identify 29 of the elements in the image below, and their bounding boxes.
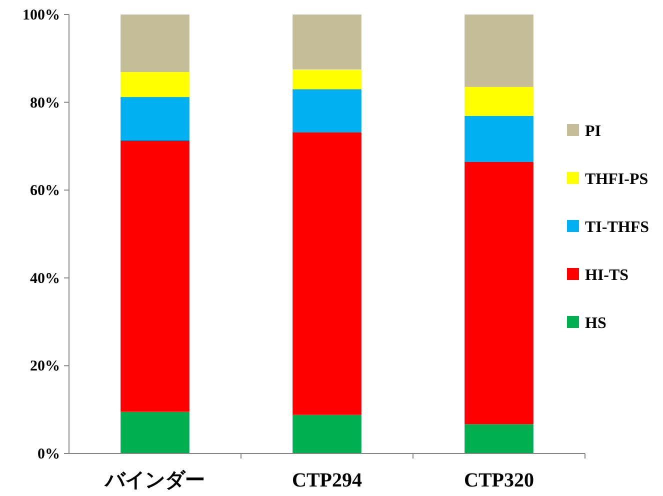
legend-label: HI-TS: [585, 267, 629, 284]
bar: [292, 14, 362, 70]
legend-label: THFI-PS: [585, 171, 648, 188]
bar: [120, 97, 190, 140]
bar: [120, 14, 190, 72]
legend-label: PI: [585, 123, 601, 140]
y-tick-label: 40%: [30, 270, 60, 287]
bar: [292, 89, 362, 132]
x-tick-label: CTP320: [464, 470, 534, 492]
bar: [464, 116, 534, 162]
bar: [292, 414, 362, 454]
bar: [292, 69, 362, 90]
bar: [120, 412, 190, 454]
bar: [464, 14, 534, 87]
y-tick-label: 20%: [30, 358, 60, 375]
bar: [464, 86, 534, 116]
x-tick-label: CTP294: [292, 470, 362, 492]
legend-label: HS: [585, 315, 606, 332]
legend-label: TI-THFS: [585, 219, 650, 236]
y-tick-label: 60%: [30, 183, 60, 200]
bar: [120, 140, 190, 412]
bar: [120, 72, 190, 98]
bar: [464, 424, 534, 454]
y-tick-label: 0%: [38, 446, 60, 462]
y-tick-label: 80%: [30, 95, 60, 112]
bar: [292, 132, 362, 415]
bar: [464, 162, 534, 424]
y-tick-label: 100%: [22, 8, 60, 24]
x-tick-label: バインダー: [104, 470, 205, 492]
